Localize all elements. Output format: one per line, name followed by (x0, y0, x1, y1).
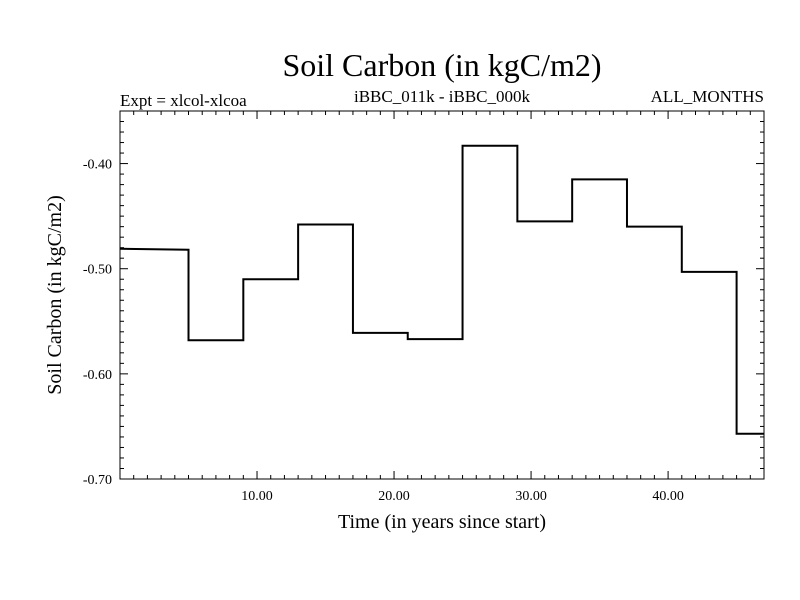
period-label: ALL_MONTHS (651, 87, 764, 106)
x-tick-label: 20.00 (378, 489, 410, 504)
x-tick-label: 30.00 (515, 489, 547, 504)
y-tick-label: -0.70 (83, 473, 112, 488)
x-tick-label: 10.00 (241, 489, 273, 504)
y-tick-label: -0.50 (83, 263, 112, 278)
comparison-label: iBBC_011k - iBBC_000k (354, 87, 531, 106)
plot-frame (119, 110, 765, 480)
axis-ticks (119, 110, 765, 480)
experiment-label: Expt = xlcol-xlcoa (120, 91, 247, 110)
series-line (119, 144, 764, 435)
tick-labels: 10.00 20.00 30.00 40.00 -0.40 -0.50 -0.60 -0.70 (83, 158, 684, 504)
x-tick-label: 40.00 (652, 489, 684, 504)
x-axis-label: Time (in years since start) (338, 511, 546, 533)
y-axis-label: Soil Carbon (in kgC/m2) (44, 195, 66, 394)
chart-title: Soil Carbon (in kgC/m2) (282, 47, 601, 83)
series-layer (119, 144, 764, 435)
y-tick-label: -0.60 (83, 368, 112, 383)
y-tick-label: -0.40 (83, 158, 112, 173)
